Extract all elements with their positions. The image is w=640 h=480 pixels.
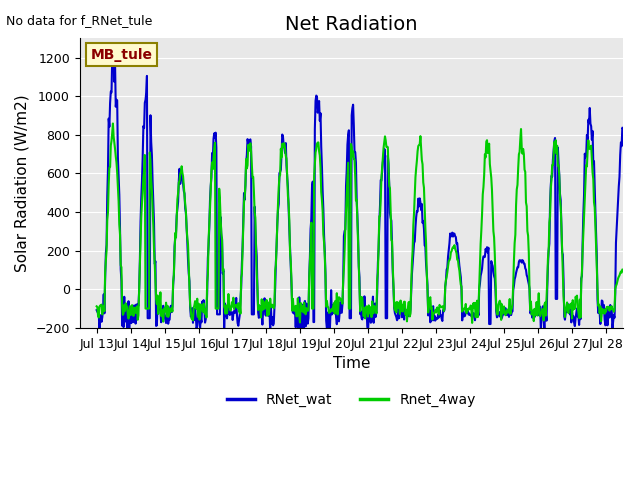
Rnet_4way (284, 193, 292, 199)
RNet_wat (93, 307, 100, 313)
Rnet_4way (468, 320, 476, 326)
Title: Net Radiation: Net Radiation (285, 15, 418, 34)
Rnet_4way (636, 304, 640, 310)
RNet_wat (257, 308, 265, 313)
RNet_wat (305, 315, 312, 321)
RNet_wat (632, 333, 639, 339)
X-axis label: Time: Time (333, 356, 370, 371)
Rnet_4way (425, 303, 433, 309)
Rnet_4way (257, 314, 265, 320)
RNet_wat (157, 319, 165, 325)
RNet_wat (425, 310, 433, 315)
RNet_wat (110, 56, 118, 62)
Rnet_4way (157, 313, 165, 319)
RNet_wat (456, 263, 463, 269)
Rnet_4way (305, 307, 312, 313)
Y-axis label: Solar Radiation (W/m2): Solar Radiation (W/m2) (15, 94, 30, 272)
Legend: RNet_wat, Rnet_4way: RNet_wat, Rnet_4way (221, 387, 481, 412)
Rnet_4way (93, 303, 100, 309)
Line: Rnet_4way: Rnet_4way (97, 123, 640, 323)
Text: MB_tule: MB_tule (90, 48, 152, 61)
Rnet_4way (456, 267, 463, 273)
RNet_wat (284, 184, 292, 190)
Rnet_4way (109, 120, 116, 126)
RNet_wat (636, 302, 640, 308)
Text: No data for f_RNet_tule: No data for f_RNet_tule (6, 14, 153, 27)
Line: RNet_wat: RNet_wat (97, 59, 640, 336)
